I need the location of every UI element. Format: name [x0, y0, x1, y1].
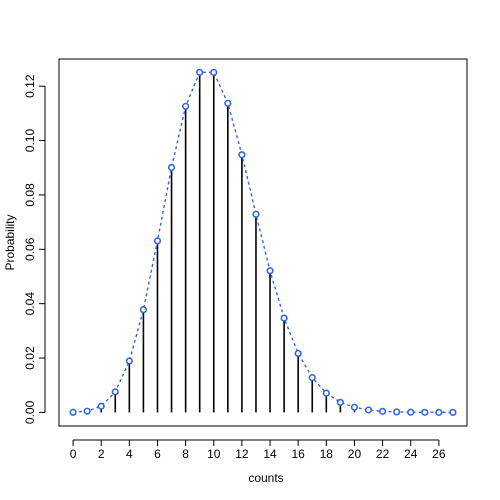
- points-layer: [69, 68, 457, 416]
- data-point: [435, 408, 443, 416]
- data-point: [322, 389, 330, 397]
- plot-box: [58, 58, 468, 427]
- y-tick-label: 0.06: [23, 237, 37, 261]
- x-tick-label: 2: [98, 447, 105, 461]
- y-axis: 0.00 0.02 0.04 0.06 0.08 0.10 0.12: [23, 74, 46, 424]
- x-tick-label: 16: [291, 447, 305, 461]
- data-point: [364, 406, 373, 414]
- x-tick-label: 4: [126, 447, 133, 461]
- data-point: [407, 408, 415, 416]
- x-tick-label: 14: [263, 447, 277, 461]
- data-point: [266, 267, 274, 275]
- data-point: [153, 237, 162, 245]
- data-point: [294, 349, 302, 358]
- data-point: [69, 408, 77, 416]
- data-point: [280, 314, 288, 322]
- data-point: [252, 210, 260, 218]
- data-point: [308, 374, 316, 382]
- data-point: [111, 388, 119, 396]
- data-point: [196, 68, 204, 76]
- x-tick-label: 10: [207, 447, 221, 461]
- data-point: [224, 99, 232, 107]
- data-point: [83, 407, 91, 415]
- y-tick-label: 0.02: [23, 346, 37, 370]
- data-point: [449, 408, 457, 416]
- x-tick-label: 6: [154, 447, 161, 461]
- data-point: [210, 68, 218, 76]
- y-tick-label: 0.12: [23, 74, 37, 98]
- x-axis: 0 2 4 6 8 10 12 14 16 18 20 22 24 26: [70, 439, 446, 461]
- data-point: [350, 403, 359, 411]
- x-tick-label: 18: [320, 447, 334, 461]
- x-tick-label: 20: [348, 447, 362, 461]
- x-tick-label: 0: [70, 447, 77, 461]
- x-axis-label: counts: [248, 471, 283, 485]
- data-point: [238, 151, 246, 159]
- y-tick-label: 0.00: [23, 400, 37, 424]
- data-point: [421, 408, 429, 416]
- y-tick-label: 0.10: [23, 129, 37, 153]
- y-tick-label: 0.04: [23, 292, 37, 316]
- y-axis-label: Probability: [3, 214, 17, 270]
- data-point: [97, 402, 105, 410]
- series-line: [73, 71, 453, 414]
- line-layer: [73, 71, 453, 414]
- data-point: [393, 408, 401, 416]
- x-tick-label: 12: [235, 447, 249, 461]
- y-tick-label: 0.08: [23, 183, 37, 207]
- x-tick-label: 8: [182, 447, 189, 461]
- data-point: [125, 357, 133, 365]
- data-point: [378, 407, 387, 415]
- x-tick-label: 24: [404, 447, 418, 461]
- x-tick-label: 26: [432, 447, 446, 461]
- data-point: [336, 398, 344, 406]
- data-point: [139, 306, 148, 314]
- data-point: [182, 102, 190, 110]
- data-point: [167, 163, 176, 172]
- x-tick-label: 22: [376, 447, 390, 461]
